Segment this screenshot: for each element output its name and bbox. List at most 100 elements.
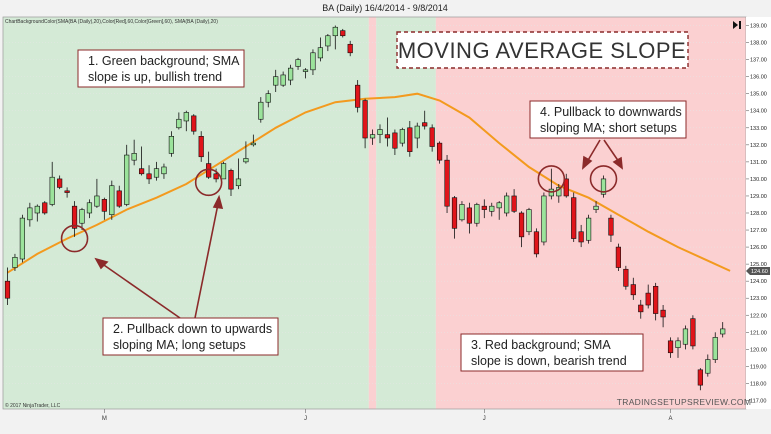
candle-body-up <box>399 129 405 144</box>
y-tick-label: 123.00 <box>750 296 767 302</box>
candle-body-up <box>526 209 532 233</box>
candle-body-down <box>198 136 204 158</box>
candle-body-up <box>94 195 100 207</box>
candle <box>250 134 256 147</box>
candle <box>422 110 428 130</box>
x-tick-label: J <box>483 416 486 422</box>
candle <box>653 282 659 321</box>
candle <box>124 144 130 207</box>
candle-body-up <box>377 129 383 135</box>
candle <box>571 192 577 242</box>
candle-body-down <box>429 127 435 147</box>
copyright: © 2017 NinjaTrader, LLC <box>5 402 61 409</box>
candle-body-down <box>392 132 398 149</box>
candle-body-down <box>4 280 11 299</box>
candle <box>243 141 249 164</box>
candle <box>496 201 502 220</box>
candle-body-up <box>79 209 85 224</box>
candle <box>384 117 391 147</box>
candle <box>220 161 227 180</box>
candle <box>64 187 70 198</box>
candle-body-down <box>444 159 450 207</box>
candle <box>377 124 383 144</box>
candle <box>369 129 376 145</box>
candle-body-up <box>474 204 480 224</box>
candle-body-up <box>600 178 607 195</box>
y-tick-label: 124.00 <box>750 279 767 285</box>
annotation-note1: 1. Green background; SMA slope is up, bu… <box>77 49 245 88</box>
candle-body-down <box>563 178 569 197</box>
candle-body-down <box>64 190 70 193</box>
candle-body-down <box>638 304 644 313</box>
y-tick-label: 134.00 <box>750 109 767 115</box>
candle-body-up <box>243 158 249 163</box>
background-region-green <box>376 17 436 409</box>
candle <box>116 185 122 208</box>
annotation-note2: 2. Pullback down to upwards sloping MA; … <box>102 317 279 356</box>
y-tick-label: 136.00 <box>750 75 767 81</box>
candle <box>34 204 40 222</box>
candle <box>86 199 93 219</box>
watermark: TRADINGSETUPSREVIEW.COM <box>617 397 751 407</box>
candle <box>168 131 175 157</box>
candle-body-up <box>287 67 294 81</box>
highlight-circles <box>60 165 618 253</box>
y-tick-label: 128.00 <box>750 211 767 217</box>
candle-body-up <box>176 118 182 129</box>
collapse-panel-icon[interactable] <box>733 21 741 29</box>
candle <box>57 175 63 190</box>
candle <box>638 299 644 319</box>
candle <box>660 305 666 328</box>
candle <box>705 354 711 377</box>
y-tick-label: 129.00 <box>750 194 767 200</box>
candle-body-up <box>86 202 93 214</box>
candle-body-down <box>466 207 473 224</box>
candle-body-down <box>667 340 674 354</box>
candle-body-down <box>697 369 703 386</box>
svg-text:sloping MA; short setups: sloping MA; short setups <box>540 121 677 135</box>
annotation-note3: 3. Red background; SMA slope is down, be… <box>460 333 644 372</box>
candle <box>235 158 242 190</box>
candle-body-up <box>49 176 55 205</box>
candle <box>42 201 48 215</box>
candle-body-down <box>615 246 621 268</box>
highlight-circle <box>589 165 618 193</box>
candle <box>183 110 189 132</box>
candle-body-up <box>705 359 711 374</box>
candle <box>355 80 361 113</box>
candle <box>265 90 271 108</box>
candle <box>27 202 33 227</box>
candle <box>347 40 353 57</box>
candle <box>414 122 420 149</box>
candle-body-down <box>518 212 525 238</box>
annotation-note4: 4. Pullback to downwards sloping MA; sho… <box>529 100 687 139</box>
candle-body-up <box>235 178 242 187</box>
candle <box>258 97 264 123</box>
candle-body-down <box>608 217 614 236</box>
candle <box>533 228 540 258</box>
candle-body-up <box>496 202 502 209</box>
candle <box>623 265 629 290</box>
price-marker-label: 124.60 <box>751 269 768 275</box>
svg-text:sloping MA; long setups: sloping MA; long setups <box>113 338 246 352</box>
candle <box>518 211 525 248</box>
candle <box>712 332 718 363</box>
candle-body-up <box>280 74 286 86</box>
candle <box>176 112 182 130</box>
candle <box>198 131 204 162</box>
candle <box>451 195 458 239</box>
candle-body-down <box>630 284 636 296</box>
candle <box>79 207 85 231</box>
headline: MOVING AVERAGE SLOPE <box>398 38 686 63</box>
last-price-marker: 124.60 <box>746 266 770 275</box>
candle <box>489 202 495 217</box>
candle-body-down <box>362 100 368 139</box>
candle <box>578 224 584 248</box>
candles <box>4 25 726 391</box>
candle <box>206 151 212 179</box>
candle <box>608 214 614 242</box>
candle-body-up <box>369 134 376 139</box>
candle <box>146 165 152 185</box>
